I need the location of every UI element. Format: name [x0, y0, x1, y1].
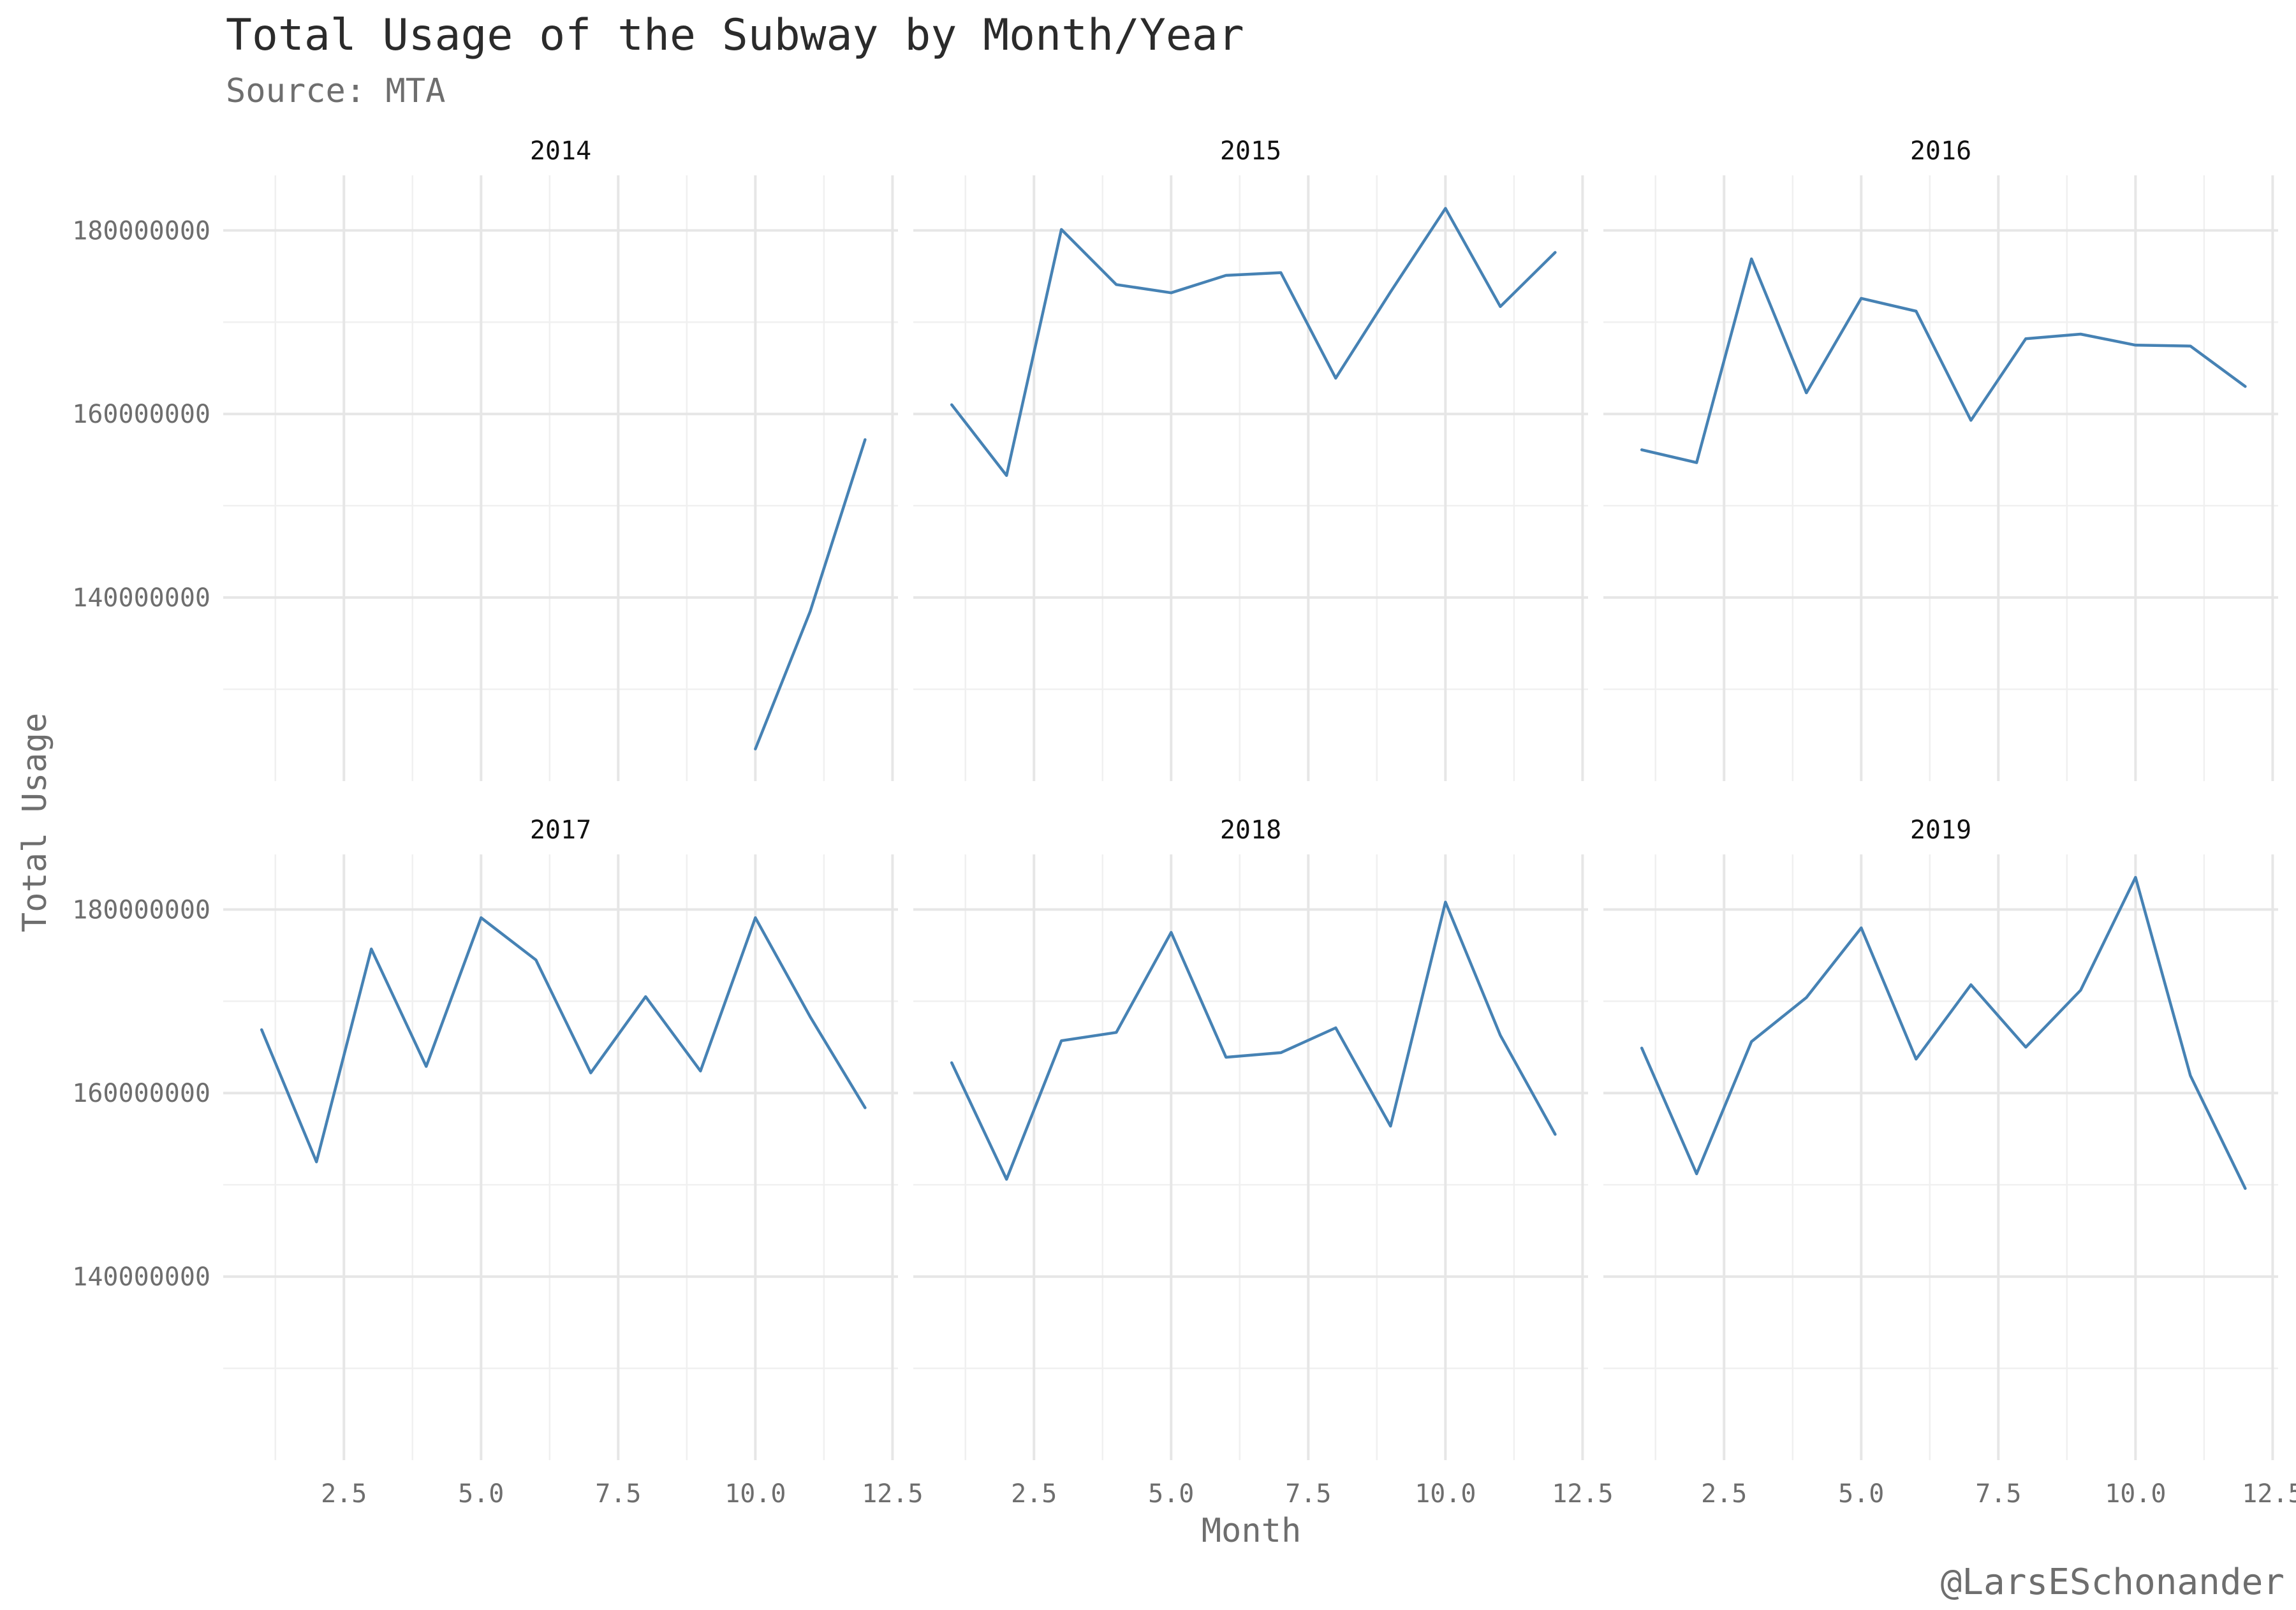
- x-tick-label: 12.5: [862, 1479, 923, 1509]
- chart-caption: @LarsESchonander: [1941, 1562, 2285, 1603]
- facet-strip-label: 2015: [1220, 136, 1281, 166]
- x-tick-label: 10.0: [725, 1479, 786, 1509]
- facet-strip-label: 2016: [1910, 136, 1971, 166]
- chart-title: Total Usage of the Subway by Month/Year: [226, 10, 1244, 61]
- x-tick-label: 5.0: [1148, 1479, 1194, 1509]
- facet-panel-2019: 2019: [1603, 816, 2278, 1460]
- x-tick-label: 5.0: [458, 1479, 504, 1509]
- x-tick-label: 7.5: [1285, 1479, 1331, 1509]
- series-line-2019: [1640, 875, 2247, 1190]
- y-tick-label: 140000000: [72, 1262, 210, 1292]
- facet-panel-2017: 2017: [223, 816, 898, 1460]
- chart-subtitle: Source: MTA: [226, 72, 445, 110]
- x-tick-label: 10.0: [1415, 1479, 1476, 1509]
- series-line-2014: [754, 438, 867, 750]
- y-tick-label: 180000000: [72, 216, 210, 245]
- x-tick-label: 10.0: [2105, 1479, 2166, 1509]
- facet-strip-label: 2014: [530, 136, 591, 166]
- x-tick-label: 12.5: [2242, 1479, 2296, 1509]
- x-tick-label: 2.5: [1701, 1479, 1747, 1509]
- x-tick-label: 2.5: [1011, 1479, 1057, 1509]
- y-tick-label: 160000000: [72, 1079, 210, 1108]
- series-line-2017: [260, 916, 867, 1164]
- facet-panel-2016: 2016: [1603, 136, 2278, 781]
- x-axis-title: Month: [1202, 1512, 1302, 1550]
- y-axis-ticks: 140000000 160000000 180000000 140000000 1600…: [72, 216, 210, 1292]
- facet-panel-2018: 2018: [913, 816, 1588, 1460]
- x-axis-ticks: 2.5 5.0 7.5 10.0 12.5 2.5 5.0 7.5 10.0 12.5 2.5 5.0…: [321, 1479, 2296, 1509]
- facet-panel-2014: 2014: [223, 136, 898, 781]
- y-tick-label: 160000000: [72, 400, 210, 429]
- y-axis-title: Total Usage: [16, 713, 54, 932]
- facet-strip-label: 2018: [1220, 816, 1281, 845]
- x-tick-label: 2.5: [321, 1479, 367, 1509]
- series-line-2018: [950, 900, 1557, 1181]
- series-line-2016: [1640, 257, 2247, 464]
- facet-panels: 2014 2015 2016 2017 2018 2019: [223, 136, 2278, 1460]
- facet-panel-2015: 2015: [913, 136, 1588, 781]
- y-tick-label: 180000000: [72, 895, 210, 925]
- x-tick-label: 7.5: [1975, 1479, 2021, 1509]
- y-tick-label: 140000000: [72, 583, 210, 613]
- x-tick-label: 12.5: [1552, 1479, 1613, 1509]
- facet-strip-label: 2017: [530, 816, 591, 845]
- x-tick-label: 7.5: [595, 1479, 641, 1509]
- series-line-2015: [950, 207, 1557, 477]
- facet-strip-label: 2019: [1910, 816, 1971, 845]
- x-tick-label: 5.0: [1838, 1479, 1884, 1509]
